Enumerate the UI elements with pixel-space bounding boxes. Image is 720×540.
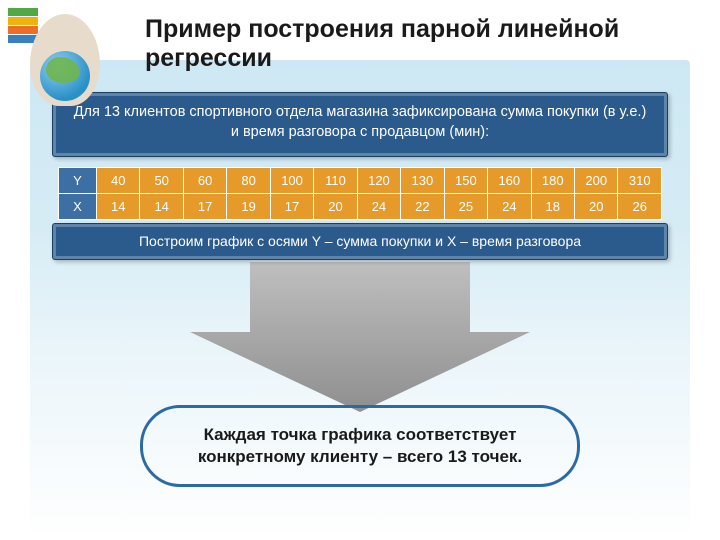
- table-cell: 110: [314, 168, 357, 194]
- row-label-x: X: [59, 194, 97, 220]
- data-table: Y 40 50 60 80 100 110 120 130 150 160 18…: [58, 167, 662, 220]
- table-cell: 40: [97, 168, 140, 194]
- table-cell: 24: [357, 194, 400, 220]
- conclusion-callout: Каждая точка графика соответствует конкр…: [140, 405, 580, 487]
- table-cell: 130: [401, 168, 444, 194]
- table-cell: 14: [97, 194, 140, 220]
- table-cell: 180: [531, 168, 574, 194]
- table-cell: 120: [357, 168, 400, 194]
- table-cell: 25: [444, 194, 487, 220]
- table-cell: 200: [574, 168, 617, 194]
- table-cell: 100: [270, 168, 313, 194]
- table-row: Y 40 50 60 80 100 110 120 130 150 160 18…: [59, 168, 662, 194]
- face-placeholder: [30, 14, 100, 106]
- table-cell: 310: [618, 168, 662, 194]
- table-cell: 17: [270, 194, 313, 220]
- table-cell: 14: [140, 194, 183, 220]
- table-cell: 26: [618, 194, 662, 220]
- bar-orange: [8, 26, 38, 34]
- table-cell: 50: [140, 168, 183, 194]
- table-cell: 160: [488, 168, 531, 194]
- globe-icon: [40, 51, 90, 101]
- down-arrow-icon: [190, 262, 530, 412]
- table-cell: 20: [574, 194, 617, 220]
- table-cell: 18: [531, 194, 574, 220]
- bar-yellow: [8, 17, 38, 25]
- intro-caption: Для 13 клиентов спортивного отдела магаз…: [52, 92, 668, 157]
- presenter-image: [8, 8, 108, 116]
- page-title: Пример построения парной линейной регрес…: [145, 15, 720, 73]
- table-cell: 60: [183, 168, 226, 194]
- bar-green: [8, 8, 38, 16]
- color-bars: [8, 8, 38, 43]
- table-cell: 17: [183, 194, 226, 220]
- table-cell: 20: [314, 194, 357, 220]
- table-cell: 24: [488, 194, 531, 220]
- table-cell: 22: [401, 194, 444, 220]
- table-cell: 80: [227, 168, 270, 194]
- table-row: X 14 14 17 19 17 20 24 22 25 24 18 20 26: [59, 194, 662, 220]
- axis-caption: Построим график с осями Y – сумма покупк…: [52, 223, 668, 260]
- table-cell: 19: [227, 194, 270, 220]
- table-cell: 150: [444, 168, 487, 194]
- row-label-y: Y: [59, 168, 97, 194]
